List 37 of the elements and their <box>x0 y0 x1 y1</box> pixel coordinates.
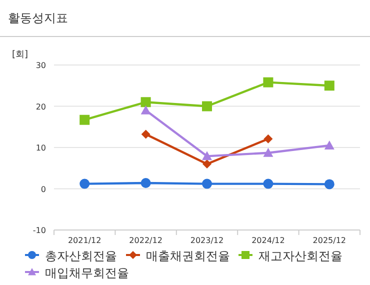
point <box>141 130 150 139</box>
x-tick-label: 2025/12 <box>312 236 346 245</box>
x-tick-label: 2021/12 <box>68 236 102 245</box>
point <box>264 134 273 144</box>
legend-item: 재고자산회전율 <box>238 249 342 263</box>
y-tick-label: 10 <box>36 144 46 152</box>
point <box>80 114 90 125</box>
point <box>263 148 274 157</box>
y-axis-title: [회] <box>12 50 28 60</box>
point <box>263 178 274 189</box>
legend-item: 매출채권회전율 <box>126 249 230 263</box>
y-tick-label: 30 <box>36 61 46 70</box>
point <box>202 160 212 168</box>
y-tick-label: -10 <box>32 226 46 235</box>
point <box>140 105 151 114</box>
legend-label: 재고자산회전율 <box>258 249 342 263</box>
legend-label: 총자산회전율 <box>45 249 117 263</box>
point <box>202 101 212 112</box>
point <box>140 97 151 108</box>
legend-label: 매입채무회전율 <box>45 266 129 280</box>
point <box>324 80 334 91</box>
point <box>202 178 212 189</box>
legend-label: 매출채권회전율 <box>146 249 230 263</box>
point <box>80 178 90 189</box>
legend-item: 매입채무회전율 <box>25 266 129 280</box>
x-tick-label: 2023/12 <box>190 236 224 245</box>
point <box>140 178 151 188</box>
x-tick-label: 2022/12 <box>129 236 162 245</box>
point <box>263 77 274 88</box>
y-tick-label: 20 <box>36 102 46 112</box>
y-tick-label: 0 <box>40 184 46 194</box>
point <box>324 140 334 150</box>
chart-title: 활동성지표 <box>8 11 68 25</box>
legend-item: 총자산회전율 <box>25 249 117 263</box>
point <box>324 179 334 190</box>
point <box>202 151 212 160</box>
x-tick-label: 2024/12 <box>252 236 285 245</box>
